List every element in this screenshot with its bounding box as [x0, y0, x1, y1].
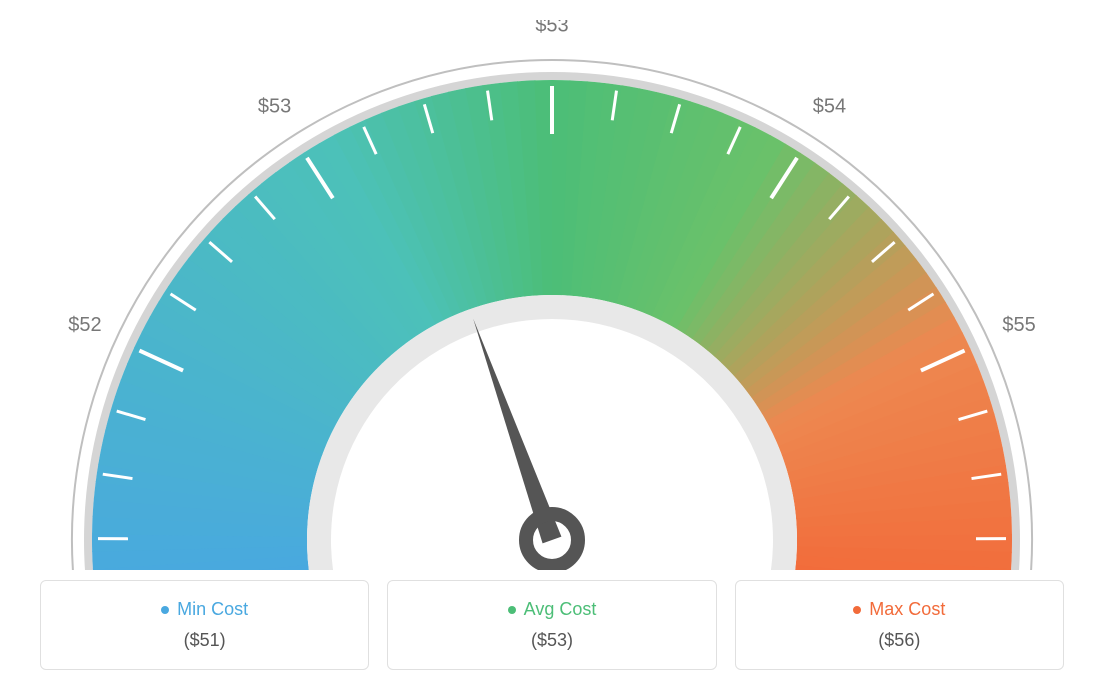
- legend-value-max: ($56): [746, 630, 1053, 651]
- legend-value-avg: ($53): [398, 630, 705, 651]
- svg-text:$55: $55: [1002, 314, 1035, 336]
- legend-label-min: Min Cost: [161, 599, 248, 620]
- gauge-chart: $51$52$53$53$54$55$56: [20, 20, 1084, 570]
- legend-label-max: Max Cost: [853, 599, 945, 620]
- svg-text:$53: $53: [535, 20, 568, 36]
- legend-value-min: ($51): [51, 630, 358, 651]
- svg-text:$53: $53: [258, 96, 291, 118]
- legend-label-avg: Avg Cost: [508, 599, 597, 620]
- legend-card-min: Min Cost ($51): [40, 580, 369, 670]
- legend-row: Min Cost ($51) Avg Cost ($53) Max Cost (…: [40, 580, 1064, 670]
- legend-card-max: Max Cost ($56): [735, 580, 1064, 670]
- svg-text:$54: $54: [813, 96, 846, 118]
- svg-text:$52: $52: [68, 314, 101, 336]
- legend-card-avg: Avg Cost ($53): [387, 580, 716, 670]
- gauge-svg: $51$52$53$53$54$55$56: [20, 20, 1084, 570]
